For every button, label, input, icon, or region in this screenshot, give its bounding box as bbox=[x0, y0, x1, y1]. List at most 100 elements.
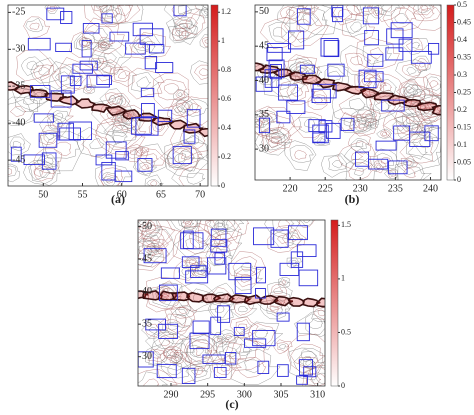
contour-line bbox=[30, 57, 62, 84]
contour-line bbox=[8, 165, 17, 178]
contour-line bbox=[177, 220, 200, 229]
contour-line bbox=[272, 26, 288, 38]
contour-line bbox=[342, 13, 375, 42]
contour-line bbox=[25, 17, 44, 33]
contour-line bbox=[267, 225, 303, 253]
contour-line bbox=[411, 41, 421, 49]
contour-line bbox=[146, 179, 162, 186]
detection-box bbox=[385, 47, 404, 61]
contour-line bbox=[148, 332, 195, 371]
plot-frame bbox=[254, 4, 442, 181]
contour-line bbox=[136, 76, 152, 89]
x-tick-label: 70 bbox=[195, 189, 205, 200]
detection-box bbox=[213, 367, 227, 378]
contour-line bbox=[204, 39, 208, 44]
detection-box bbox=[156, 363, 177, 379]
cbar-tick-label: 0.45 bbox=[457, 17, 471, 26]
contour-line bbox=[255, 129, 291, 156]
detection-box bbox=[386, 28, 404, 45]
ridge bbox=[105, 105, 129, 117]
contour-line bbox=[175, 29, 184, 37]
contour-line bbox=[209, 220, 229, 233]
contour-line bbox=[343, 146, 371, 165]
contour-line bbox=[134, 34, 165, 59]
detection-box bbox=[308, 119, 326, 133]
contour-line bbox=[403, 84, 433, 107]
detection-box bbox=[267, 43, 292, 53]
contour-line bbox=[311, 305, 325, 322]
contour-line bbox=[377, 5, 401, 17]
contour-line bbox=[355, 106, 381, 127]
contour-line bbox=[97, 47, 124, 69]
detection-box bbox=[189, 332, 210, 350]
detection-box bbox=[362, 7, 380, 25]
contour-line bbox=[44, 5, 61, 14]
contour-line bbox=[145, 330, 185, 356]
contour-line bbox=[211, 332, 230, 348]
y-tick-label: -25 bbox=[12, 7, 25, 18]
contour-line bbox=[413, 5, 441, 22]
contour-line bbox=[350, 138, 370, 152]
contour-line bbox=[134, 143, 174, 175]
contour-line bbox=[268, 120, 285, 133]
detection-box bbox=[279, 262, 300, 276]
contour-line bbox=[214, 305, 225, 313]
cbar-tick-label: 0.25 bbox=[457, 87, 471, 96]
contour-line bbox=[101, 43, 108, 49]
contour-line bbox=[175, 99, 193, 113]
contour-line bbox=[175, 305, 191, 316]
ridge bbox=[302, 297, 321, 308]
contour-line bbox=[323, 65, 348, 87]
contour-line bbox=[232, 256, 257, 276]
contour-line bbox=[419, 96, 441, 125]
detection-box bbox=[278, 84, 298, 101]
contour-line bbox=[114, 69, 131, 82]
colorbar bbox=[210, 4, 219, 187]
cbar-tick-label: 0.35 bbox=[457, 52, 471, 61]
contour-line bbox=[171, 96, 200, 117]
contour-line bbox=[106, 9, 119, 18]
contour-line bbox=[138, 220, 147, 228]
contour-line bbox=[401, 38, 430, 56]
contour-line bbox=[147, 242, 163, 257]
contour-line bbox=[371, 5, 406, 22]
contour-line bbox=[403, 83, 422, 99]
cbar-tick-label: 0.4 bbox=[221, 123, 231, 132]
contour-line bbox=[289, 235, 300, 243]
contour-line bbox=[380, 130, 391, 138]
contour-line bbox=[260, 17, 301, 49]
ridge bbox=[431, 104, 441, 116]
detection-box bbox=[81, 40, 92, 58]
contour-line bbox=[97, 41, 114, 52]
detection-box bbox=[398, 38, 413, 52]
contour-line bbox=[361, 109, 377, 123]
contour-line bbox=[8, 133, 32, 156]
contour-line bbox=[395, 59, 428, 81]
detection-box bbox=[192, 320, 210, 335]
contour-line bbox=[399, 138, 434, 164]
contour-line bbox=[376, 128, 392, 139]
detection-box bbox=[140, 87, 155, 98]
contour-line bbox=[362, 77, 372, 86]
y-tick-label: 35 bbox=[259, 109, 269, 120]
contour-line bbox=[294, 309, 325, 337]
contour-line bbox=[103, 52, 117, 64]
contour-line bbox=[323, 5, 369, 34]
contour-line bbox=[94, 115, 147, 151]
contour-line bbox=[138, 220, 156, 233]
contour-line bbox=[410, 55, 431, 74]
detection-box bbox=[95, 154, 113, 166]
contour-line bbox=[399, 94, 437, 122]
contour-line bbox=[384, 167, 398, 179]
contour-line bbox=[12, 140, 22, 148]
detection-box bbox=[224, 352, 237, 365]
contour-line bbox=[164, 307, 196, 333]
contour-line bbox=[73, 33, 99, 51]
detection-box bbox=[27, 37, 51, 51]
detection-box bbox=[210, 316, 222, 336]
ridge bbox=[244, 294, 263, 306]
ridge bbox=[272, 68, 295, 79]
y-tick-label: 45 bbox=[259, 40, 269, 51]
contour-line bbox=[305, 313, 325, 335]
contour-line bbox=[184, 338, 212, 363]
